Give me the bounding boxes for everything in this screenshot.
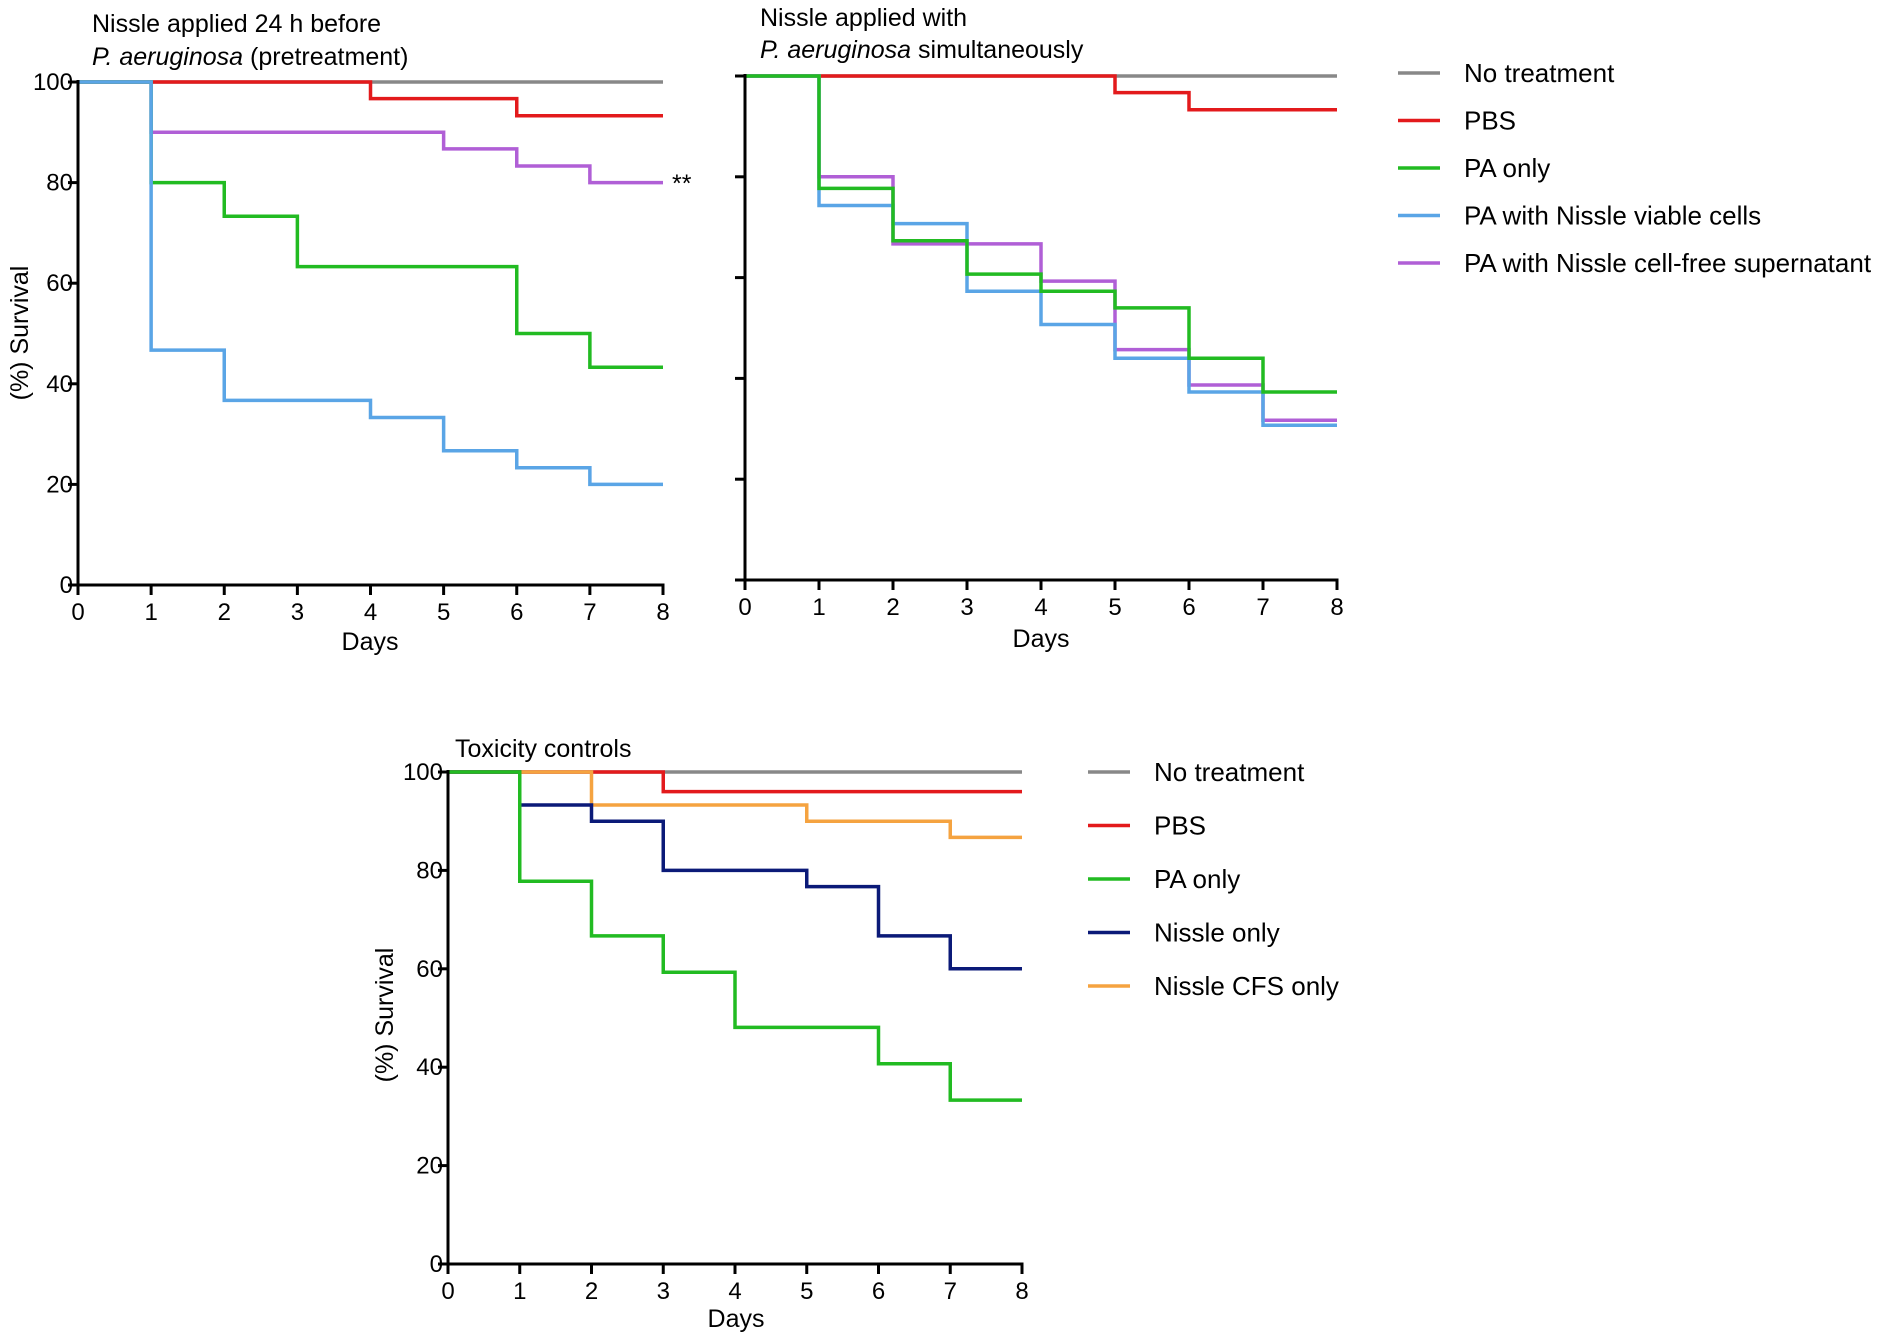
x-tick-label: 5 [1108,594,1121,621]
title-italic-span: P. aeruginosa [92,43,243,71]
legend-item-pbs: PBS [1088,811,1206,841]
legend-label: PA only [1464,153,1550,183]
y-tick-label: 80 [46,170,73,197]
x-axis-label: Days [1013,625,1070,653]
y-tick-label: 100 [33,69,73,96]
legend-label: PBS [1154,811,1206,841]
x-tick-label: 6 [1182,594,1195,621]
legend-label: PA with Nissle cell-free supernatant [1464,248,1872,278]
legend-label: Nissle only [1154,918,1280,948]
x-tick-label: 4 [1034,594,1047,621]
legend-item-nissle-cfs-only: Nissle CFS only [1088,971,1339,1001]
legend-label: No treatment [1154,757,1305,787]
x-tick-label: 4 [364,599,377,626]
panel-title-line1: Nissle applied 24 h before [92,10,381,38]
legend-bottom: No treatment PBS PA only Nissle only Nissle … [1088,757,1339,1001]
series-curves [745,74,1337,428]
series-line-pa-only [448,770,1022,1102]
panel-title-line1: Toxicity controls [455,735,631,763]
x-tick-label: 7 [1256,594,1269,621]
panel-title-line1: Nissle applied with [760,4,967,32]
x-tick-label: 5 [437,599,450,626]
legend-label: PBS [1464,106,1516,136]
series-line-pa-only [78,80,663,369]
y-tick-label: 80 [416,857,443,884]
x-tick-label: 2 [886,594,899,621]
title-italic-span: P. aeruginosa [760,36,911,64]
series-line-pbs [78,80,663,118]
series-curves [448,770,1022,1102]
x-tick-label: 7 [583,599,596,626]
x-tick-label: 1 [812,594,825,621]
legend-item-no-treatment: No treatment [1088,757,1305,787]
series-line-pa-with-nissle-viable-cells [78,80,663,487]
legend-item-pa-with-nissle-cell-free-supernatant: PA with Nissle cell-free supernatant [1398,248,1872,278]
y-tick-label: 60 [416,956,443,983]
y-tick-label: 100 [403,759,443,786]
panel-title-line2: P. aeruginosa simultaneously [760,36,1084,64]
series-line-pbs [745,74,1337,112]
legend-label: PA with Nissle viable cells [1464,201,1761,231]
x-axis-label: Days [342,628,399,656]
axes: 0 1 2 3 4 5 6 7 8 [735,74,1344,621]
x-tick-label: 5 [800,1278,813,1305]
series-line-nissle-cfs-only [448,770,1022,840]
y-axis-label: (%) Survival [6,266,34,401]
legend-item-no-treatment: No treatment [1398,58,1615,88]
x-tick-label: 0 [738,594,751,621]
legend-item-pa-only: PA only [1088,864,1240,894]
y-tick-label: 40 [416,1054,443,1081]
x-tick-label: 8 [1330,594,1343,621]
x-axis-label: Days [708,1305,765,1333]
y-tick-label: 0 [60,572,73,599]
x-tick-label: 1 [144,599,157,626]
x-tick-label: 6 [510,599,523,626]
x-tick-label: 7 [944,1278,957,1305]
legend-label: PA only [1154,864,1240,894]
x-tick-label: 1 [513,1278,526,1305]
series-curves [78,80,663,487]
legend-label: Nissle CFS only [1154,971,1339,1001]
legend-item-pbs: PBS [1398,106,1516,136]
title-rest-span: (pretreatment) [243,43,408,71]
panel-pretreatment: Nissle applied 24 h before P. aeruginosa… [6,10,692,656]
y-axis-label: (%) Survival [371,948,399,1083]
legend-label: No treatment [1464,58,1615,88]
legend-item-pa-only: PA only [1398,153,1550,183]
y-tick-label: 60 [46,270,73,297]
x-tick-label: 3 [657,1278,670,1305]
y-tick-label: 40 [46,371,73,398]
x-tick-label: 3 [960,594,973,621]
x-tick-label: 3 [291,599,304,626]
x-tick-label: 8 [656,599,669,626]
x-tick-label: 2 [585,1278,598,1305]
series-line-nissle-only [448,770,1022,971]
series-line-pa-with-nissle-viable-cells [745,74,1337,428]
series-line-pbs [448,770,1022,794]
panel-simultaneous: Nissle applied with P. aeruginosa simult… [735,4,1344,653]
legend-top: No treatment PBS PA only PA with Nissle via… [1398,58,1872,278]
y-tick-label: 20 [416,1153,443,1180]
series-line-pa-only [745,74,1337,394]
title-rest-span: simultaneously [911,36,1084,64]
panel-title-line2: P. aeruginosa (pretreatment) [92,43,408,71]
x-tick-label: 4 [728,1278,741,1305]
y-tick-label: 20 [46,471,73,498]
series-line-pa-with-nissle-cell-free-supernatant [745,74,1337,422]
x-tick-label: 0 [441,1278,454,1305]
significance-annotation: ** [672,170,692,198]
legend-item-nissle-only: Nissle only [1088,918,1280,948]
y-tick-label: 0 [430,1251,443,1278]
legend-item-pa-with-nissle-viable-cells: PA with Nissle viable cells [1398,201,1761,231]
panel-toxicity-controls: Toxicity controls 0 1 2 3 4 5 6 7 8020406080100 … [371,735,1029,1333]
x-tick-label: 2 [218,599,231,626]
x-tick-label: 6 [872,1278,885,1305]
x-tick-label: 8 [1015,1278,1028,1305]
x-tick-label: 0 [71,599,84,626]
